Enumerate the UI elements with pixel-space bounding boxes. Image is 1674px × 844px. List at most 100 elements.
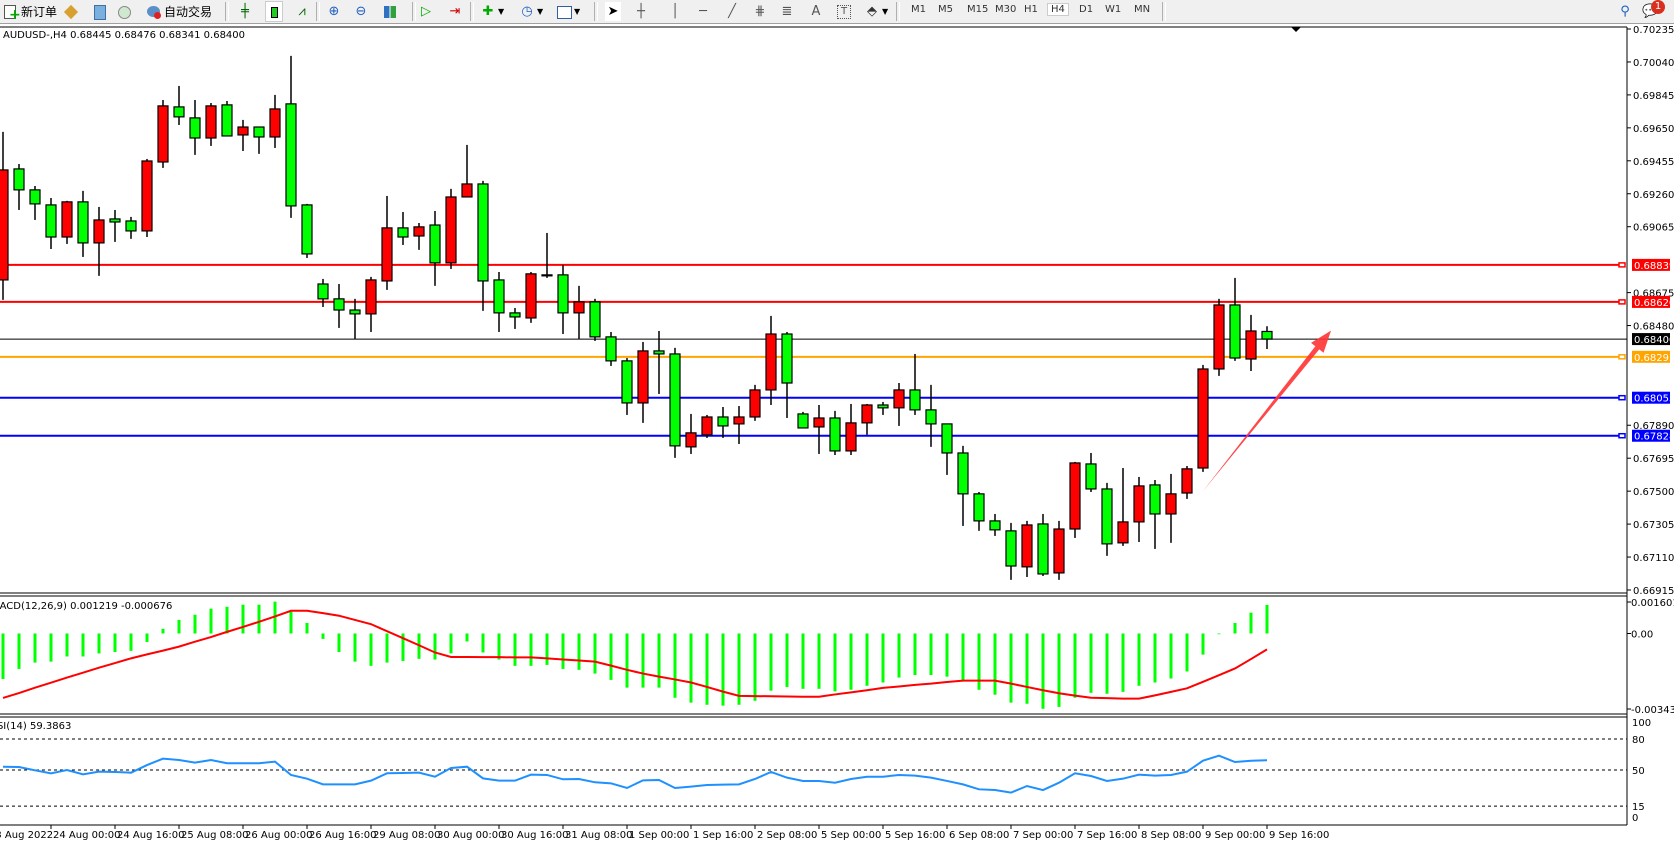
tile-windows-button[interactable] <box>382 2 398 21</box>
candlestick-button[interactable] <box>265 1 283 22</box>
text-label-button[interactable]: T <box>837 2 851 21</box>
periods-button[interactable]: ◷ ▼ <box>519 2 543 21</box>
price-tick-label: 0.69260 <box>1633 190 1674 201</box>
candle <box>509 307 521 329</box>
horizontal-line-handle[interactable] <box>1618 299 1626 305</box>
vertical-line-button[interactable]: │ <box>667 2 683 21</box>
timeframe-mn[interactable]: MN <box>1134 4 1151 15</box>
new-order-button[interactable]: + 新订单 <box>3 2 57 22</box>
candle <box>637 341 649 423</box>
candle <box>125 216 137 239</box>
arrows-button[interactable]: ⬘ ▼ <box>864 2 888 21</box>
candlestick-icon <box>266 4 282 20</box>
horizontal-line-handle[interactable] <box>1618 394 1626 401</box>
candle-body <box>1261 330 1273 340</box>
bar-chart-button[interactable]: ╪ <box>237 2 253 21</box>
horizontal-line-handle[interactable] <box>1618 432 1626 439</box>
templates-button[interactable]: ▼ <box>556 2 580 21</box>
time-tick-label: 2 Sep 08:00 <box>757 830 817 841</box>
macd-signal-line <box>2 609 1268 700</box>
time-tick-label: 7 Sep 00:00 <box>1013 830 1073 841</box>
candle-body <box>973 493 985 522</box>
candle-body <box>109 218 121 223</box>
candle-body <box>125 220 137 232</box>
price-tick-label: 0.67890 <box>1633 421 1674 432</box>
zoom-in-button[interactable]: ⊕ <box>326 2 342 21</box>
timeframe-m5[interactable]: M5 <box>938 4 953 15</box>
candle <box>29 185 41 220</box>
cursor-icon: ➤ <box>607 3 619 19</box>
candle-body <box>573 301 585 314</box>
horizontal-line-handle[interactable] <box>1618 262 1626 268</box>
candle <box>333 283 345 328</box>
candle <box>493 271 505 332</box>
chevron-down-icon: ▼ <box>882 7 889 16</box>
fibonacci-icon: ⋕ <box>754 3 766 19</box>
horizontal-line-0-tag-label: 0.68839 <box>1634 261 1674 272</box>
price-tick-label: 0.68675 <box>1633 289 1674 300</box>
candle-body <box>1213 304 1225 370</box>
indicators-button[interactable]: ✚ ▼ <box>480 2 505 21</box>
trendline-button[interactable]: ╱ <box>724 2 740 21</box>
horizontal-line-3-tag-label: 0.68053 <box>1634 394 1674 405</box>
timeframe-h4[interactable]: H4 <box>1047 3 1069 16</box>
candle-body <box>237 126 249 136</box>
horizontal-line-button[interactable]: ─ <box>695 2 711 21</box>
history-center-button[interactable] <box>91 2 107 21</box>
text-button[interactable]: A <box>808 2 824 21</box>
timeframe-m30[interactable]: M30 <box>995 4 1017 15</box>
horizontal-line-4-tag <box>1632 429 1670 442</box>
rsi-line <box>2 754 1268 794</box>
timeframe-h1[interactable]: H1 <box>1024 4 1038 15</box>
timeframe-m15[interactable]: M15 <box>967 4 989 15</box>
auto-scroll-button[interactable]: ▷ <box>418 2 434 21</box>
cursor-button[interactable]: ➤ <box>605 2 621 21</box>
crosshair-button[interactable]: ┼ <box>633 2 649 21</box>
candle-body <box>717 416 729 427</box>
auto-trading-button[interactable]: 自动交易 <box>146 2 212 21</box>
timeframe-m1[interactable]: M1 <box>911 4 926 15</box>
candle <box>109 209 121 242</box>
candle <box>429 210 441 286</box>
line-chart-button[interactable]: ⩘ <box>294 2 310 21</box>
zoom-out-button[interactable]: ⊖ <box>353 2 369 21</box>
candle <box>1101 482 1113 556</box>
time-tick-label: 24 Aug 16:00 <box>117 830 184 841</box>
candle-body <box>477 183 489 282</box>
notification-badge: 1 <box>1651 0 1665 14</box>
rsi-tick-label: 0 <box>1632 813 1638 824</box>
price-tick-label: 0.70040 <box>1633 58 1674 69</box>
fibo-fan-icon: ≣ <box>781 3 793 19</box>
signals-button[interactable] <box>116 2 132 21</box>
candle-body <box>557 274 569 314</box>
horizontal-line-2-tag <box>1632 350 1670 363</box>
candle-body <box>1005 530 1017 567</box>
search-button[interactable]: ⚲ <box>1617 2 1633 21</box>
zoom-in-icon: ⊕ <box>328 3 340 19</box>
chevron-down-icon: ▼ <box>574 7 581 16</box>
fibo-fan-button[interactable]: ≣ <box>779 2 795 21</box>
candle-body <box>1229 304 1241 359</box>
candle <box>1133 476 1145 543</box>
time-tick-label: 30 Aug 16:00 <box>501 830 568 841</box>
candle-body <box>157 105 169 163</box>
periods-icon: ◷ <box>521 3 533 19</box>
time-tick-label: 29 Aug 08:00 <box>373 830 440 841</box>
arrow-annotation-shape[interactable] <box>1203 330 1331 492</box>
candle-body <box>269 108 281 138</box>
candle-body <box>1245 330 1257 360</box>
fibonacci-button[interactable]: ⋕ <box>752 2 768 21</box>
notifications-button[interactable]: 💬 1 <box>1642 0 1665 21</box>
candle <box>797 411 809 429</box>
candle-body <box>189 117 201 139</box>
candle-body <box>285 103 297 207</box>
horizontal-line-handle[interactable] <box>1618 354 1626 360</box>
timeframe-w1[interactable]: W1 <box>1105 4 1122 15</box>
time-tick-label: 30 Aug 00:00 <box>437 830 504 841</box>
chevron-down-icon: ▼ <box>537 7 544 16</box>
timeframe-d1[interactable]: D1 <box>1079 4 1094 15</box>
macd-header: MACD(12,26,9) 0.001219 -0.000676 <box>0 601 172 612</box>
chart-shift-marker[interactable] <box>1291 27 1301 32</box>
chart-shift-button[interactable]: ⇥ <box>447 2 463 21</box>
